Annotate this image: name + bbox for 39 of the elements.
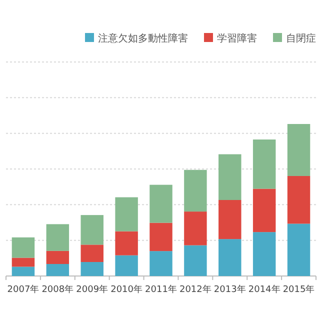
x-tick-label: 2009年 [76, 284, 108, 295]
bar [184, 212, 207, 246]
bar [80, 244, 104, 262]
bar [12, 237, 35, 258]
bar [218, 239, 242, 276]
bar [115, 231, 138, 256]
bar [46, 264, 70, 276]
bar [150, 184, 172, 223]
bar [287, 224, 310, 276]
bar [252, 188, 276, 232]
bar [150, 251, 172, 276]
bar [287, 176, 310, 224]
bar [115, 255, 138, 276]
legend-label: 自閉症 [286, 32, 316, 44]
bar [12, 266, 35, 276]
bar [252, 140, 276, 189]
bar [287, 124, 310, 176]
bar [150, 222, 172, 252]
bar [12, 258, 35, 267]
bar [184, 170, 207, 212]
x-tick-label: 2015年 [282, 284, 315, 295]
x-tick-label: 2012年 [179, 284, 212, 295]
legend-label: 注意欠如多動性障害 [98, 32, 188, 44]
bar [252, 232, 276, 276]
bar [218, 200, 242, 240]
x-tick-label: 2011年 [145, 284, 177, 295]
bar [184, 245, 207, 276]
bar [46, 250, 70, 264]
legend-label: 学習障害 [217, 32, 257, 44]
x-tick-label: 2010年 [110, 284, 143, 295]
bar [115, 197, 138, 232]
bar [218, 154, 242, 200]
x-tick-label: 2007年 [7, 284, 40, 295]
x-tick-label: 2008年 [42, 284, 74, 295]
bar [46, 224, 70, 251]
bar [80, 215, 104, 245]
x-tick-label: 2013年 [214, 284, 246, 295]
bar [80, 262, 104, 276]
x-tick-label: 2014年 [248, 284, 280, 295]
